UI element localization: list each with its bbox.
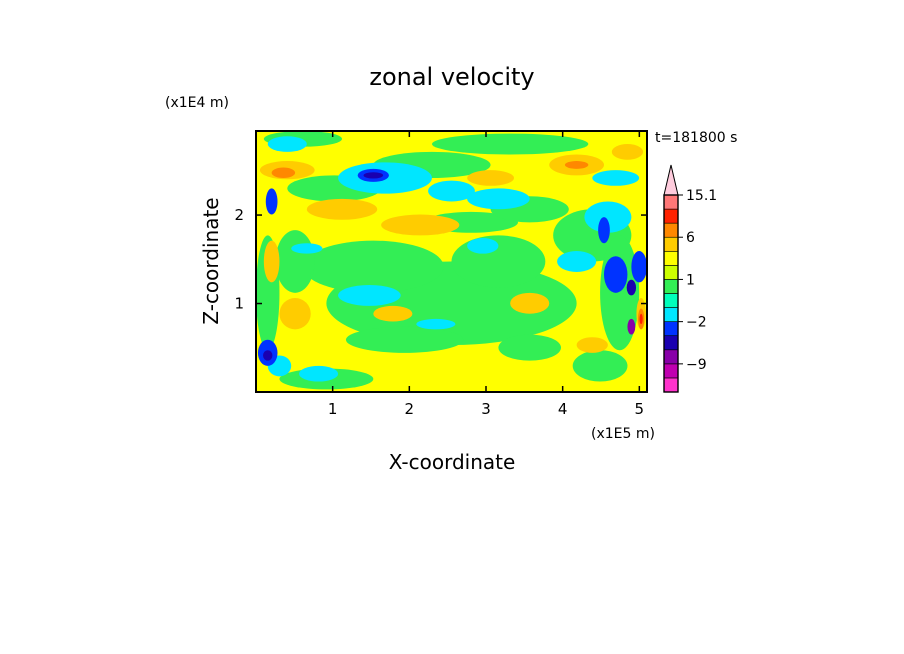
colorbar-tick-label: 6 bbox=[686, 230, 695, 246]
field-contour-region bbox=[416, 318, 456, 330]
velocity-field bbox=[256, 131, 647, 392]
field-contour-region bbox=[265, 188, 278, 215]
time-label: t=181800 s bbox=[655, 130, 737, 146]
x-tick-label: 3 bbox=[481, 400, 491, 418]
colorbar-segment bbox=[663, 335, 679, 351]
field-contour-region bbox=[263, 240, 280, 283]
field-contour-region bbox=[299, 365, 339, 382]
colorbar-tick-label: −9 bbox=[686, 357, 707, 373]
field-contour-region bbox=[584, 201, 632, 233]
field-contour-region bbox=[263, 350, 273, 361]
field-contour-region bbox=[627, 318, 636, 335]
field-contour-region bbox=[306, 198, 378, 220]
colorbar-segment bbox=[663, 222, 679, 238]
field-contour-region bbox=[467, 238, 499, 254]
plot-frame bbox=[255, 130, 648, 393]
colorbar-segment bbox=[663, 349, 679, 365]
y-tick-label: 1 bbox=[234, 295, 244, 313]
field-contour-region bbox=[603, 256, 628, 293]
x-tick-label: 5 bbox=[635, 400, 645, 418]
colorbar-segment bbox=[663, 293, 679, 308]
colorbar-segment bbox=[663, 208, 679, 224]
colorbar-segment bbox=[663, 194, 679, 210]
field-contour-region bbox=[467, 170, 515, 186]
field-contour-region bbox=[611, 144, 644, 160]
field-contour-region bbox=[373, 305, 413, 322]
colorbar-segment bbox=[663, 265, 679, 280]
colorbar-tick-label: 1 bbox=[686, 272, 695, 288]
field-contour-region bbox=[267, 136, 307, 152]
colorbar-segment bbox=[663, 307, 679, 322]
x-axis-title: X-coordinate bbox=[389, 450, 516, 474]
colorbar-segment bbox=[663, 321, 679, 337]
colorbar-frame bbox=[663, 194, 679, 393]
field-contour-region bbox=[639, 313, 643, 325]
y-scale-label: (x1E4 m) bbox=[165, 95, 229, 111]
field-contour-region bbox=[338, 284, 401, 306]
y-axis-title: Z-coordinate bbox=[199, 197, 223, 324]
colorbar-segment bbox=[663, 279, 679, 294]
colorbar-segment bbox=[663, 236, 679, 252]
field-contour-region bbox=[431, 133, 589, 155]
field-contour-region bbox=[363, 172, 384, 179]
field-contour-region bbox=[381, 214, 460, 236]
field-contour-region bbox=[467, 188, 530, 210]
x-scale-label: (x1E5 m) bbox=[591, 426, 655, 442]
field-contour-region bbox=[451, 235, 546, 288]
x-tick-label: 1 bbox=[328, 400, 338, 418]
colorbar-tick-label: 15.1 bbox=[686, 188, 717, 204]
field-contour-region bbox=[626, 279, 637, 296]
field-contour-region bbox=[275, 230, 315, 293]
field-contour-region bbox=[271, 167, 296, 178]
field-contour-region bbox=[576, 337, 608, 353]
chart-title: zonal velocity bbox=[369, 63, 534, 91]
y-tick-label: 2 bbox=[234, 206, 244, 224]
x-tick-label: 2 bbox=[405, 400, 415, 418]
field-contour-region bbox=[510, 292, 550, 314]
field-contour-region bbox=[302, 240, 444, 293]
field-contour-region bbox=[345, 326, 464, 353]
x-tick-label: 4 bbox=[558, 400, 568, 418]
field-contour-region bbox=[279, 298, 311, 330]
field-contour-region bbox=[592, 170, 640, 186]
colorbar-segment bbox=[663, 377, 679, 393]
y-axis: 12 bbox=[234, 206, 647, 313]
field-contour-region bbox=[428, 180, 475, 202]
field-contour-region bbox=[557, 251, 597, 272]
colorbar-segment bbox=[663, 363, 679, 379]
colorbar-segment bbox=[663, 250, 679, 266]
x-axis: 1 2 3 4 5 bbox=[328, 131, 644, 418]
field-contour-region bbox=[564, 161, 589, 169]
field-contour-region bbox=[598, 217, 610, 244]
field-contour-region bbox=[291, 243, 323, 254]
field-contour-region bbox=[498, 334, 561, 361]
field-contour-region bbox=[572, 350, 628, 382]
colorbar-tick-label: −2 bbox=[686, 315, 707, 331]
field-contour-region bbox=[631, 251, 647, 283]
colorbar-extend-arrow bbox=[663, 164, 679, 196]
colorbar: 15.1 6 1 −2 −9 bbox=[663, 164, 717, 393]
